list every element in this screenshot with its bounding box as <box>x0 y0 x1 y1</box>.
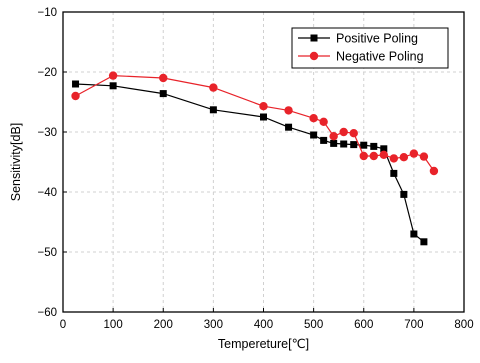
data-point <box>419 152 429 161</box>
y-tick-label: −30 <box>37 127 57 139</box>
y-tick-label: −40 <box>37 187 57 199</box>
data-point <box>409 149 419 158</box>
x-tick-label: 200 <box>154 319 173 331</box>
legend-box <box>291 27 449 69</box>
data-point <box>350 141 358 149</box>
data-point <box>340 140 348 148</box>
data-point <box>389 154 399 163</box>
x-tick-label: 600 <box>354 319 373 331</box>
legend-marker <box>310 34 318 42</box>
y-tick-label: −20 <box>37 67 57 79</box>
data-point <box>71 91 80 101</box>
data-point <box>159 90 167 98</box>
x-tick-label: 700 <box>404 319 423 331</box>
y-axis-title: Sensitivity[dB] <box>9 123 23 202</box>
data-point <box>349 129 358 138</box>
x-axis-title: Tempereture[℃] <box>218 337 309 351</box>
data-point <box>320 136 328 144</box>
series-layer <box>71 71 439 246</box>
data-point <box>260 113 267 121</box>
data-point <box>108 71 118 80</box>
series-1 <box>71 71 439 176</box>
x-tick-label: 800 <box>454 319 473 331</box>
legend-marker <box>309 51 319 61</box>
legend-entry: Positive Poling <box>298 32 418 46</box>
series-line <box>75 83 425 243</box>
data-point <box>209 83 218 92</box>
data-point <box>309 114 318 123</box>
data-point <box>284 106 293 115</box>
data-point <box>359 151 368 161</box>
data-point <box>72 80 80 88</box>
data-point <box>159 73 168 83</box>
ticks: 0 100 200 300 400 500 600 700 800 −60 −50 −40 −30 −20… <box>37 7 473 331</box>
data-point <box>330 139 338 147</box>
data-point <box>310 131 318 139</box>
data-point <box>380 145 388 153</box>
data-point <box>209 106 217 114</box>
data-point <box>410 230 418 238</box>
data-point <box>109 82 117 90</box>
x-tick-label: 100 <box>104 319 123 331</box>
data-point <box>379 150 388 159</box>
data-point <box>369 151 378 161</box>
legend-entry: Negative Poling <box>298 50 424 64</box>
data-point <box>285 123 293 131</box>
data-point <box>329 132 338 141</box>
data-point <box>319 117 328 127</box>
x-tick-label: 400 <box>254 319 273 331</box>
data-point <box>360 141 368 149</box>
y-tick-label: −10 <box>37 7 57 19</box>
data-point <box>390 169 398 177</box>
y-tick-label: −50 <box>37 247 57 259</box>
x-tick-label: 500 <box>304 319 323 331</box>
data-point <box>420 238 428 246</box>
x-tick-label: 0 <box>60 319 66 331</box>
data-point <box>400 190 408 198</box>
y-tick-label: −60 <box>37 307 57 319</box>
legend-label: Negative Poling <box>336 50 424 64</box>
legend: Positive Poling Negative Poling <box>291 27 449 69</box>
legend-label: Positive Poling <box>336 32 418 46</box>
x-tick-label: 300 <box>204 319 223 331</box>
series-0 <box>72 80 428 246</box>
data-point <box>399 153 409 162</box>
data-point <box>259 102 268 111</box>
data-point <box>339 127 348 137</box>
data-point <box>429 166 439 176</box>
data-point <box>370 142 378 150</box>
